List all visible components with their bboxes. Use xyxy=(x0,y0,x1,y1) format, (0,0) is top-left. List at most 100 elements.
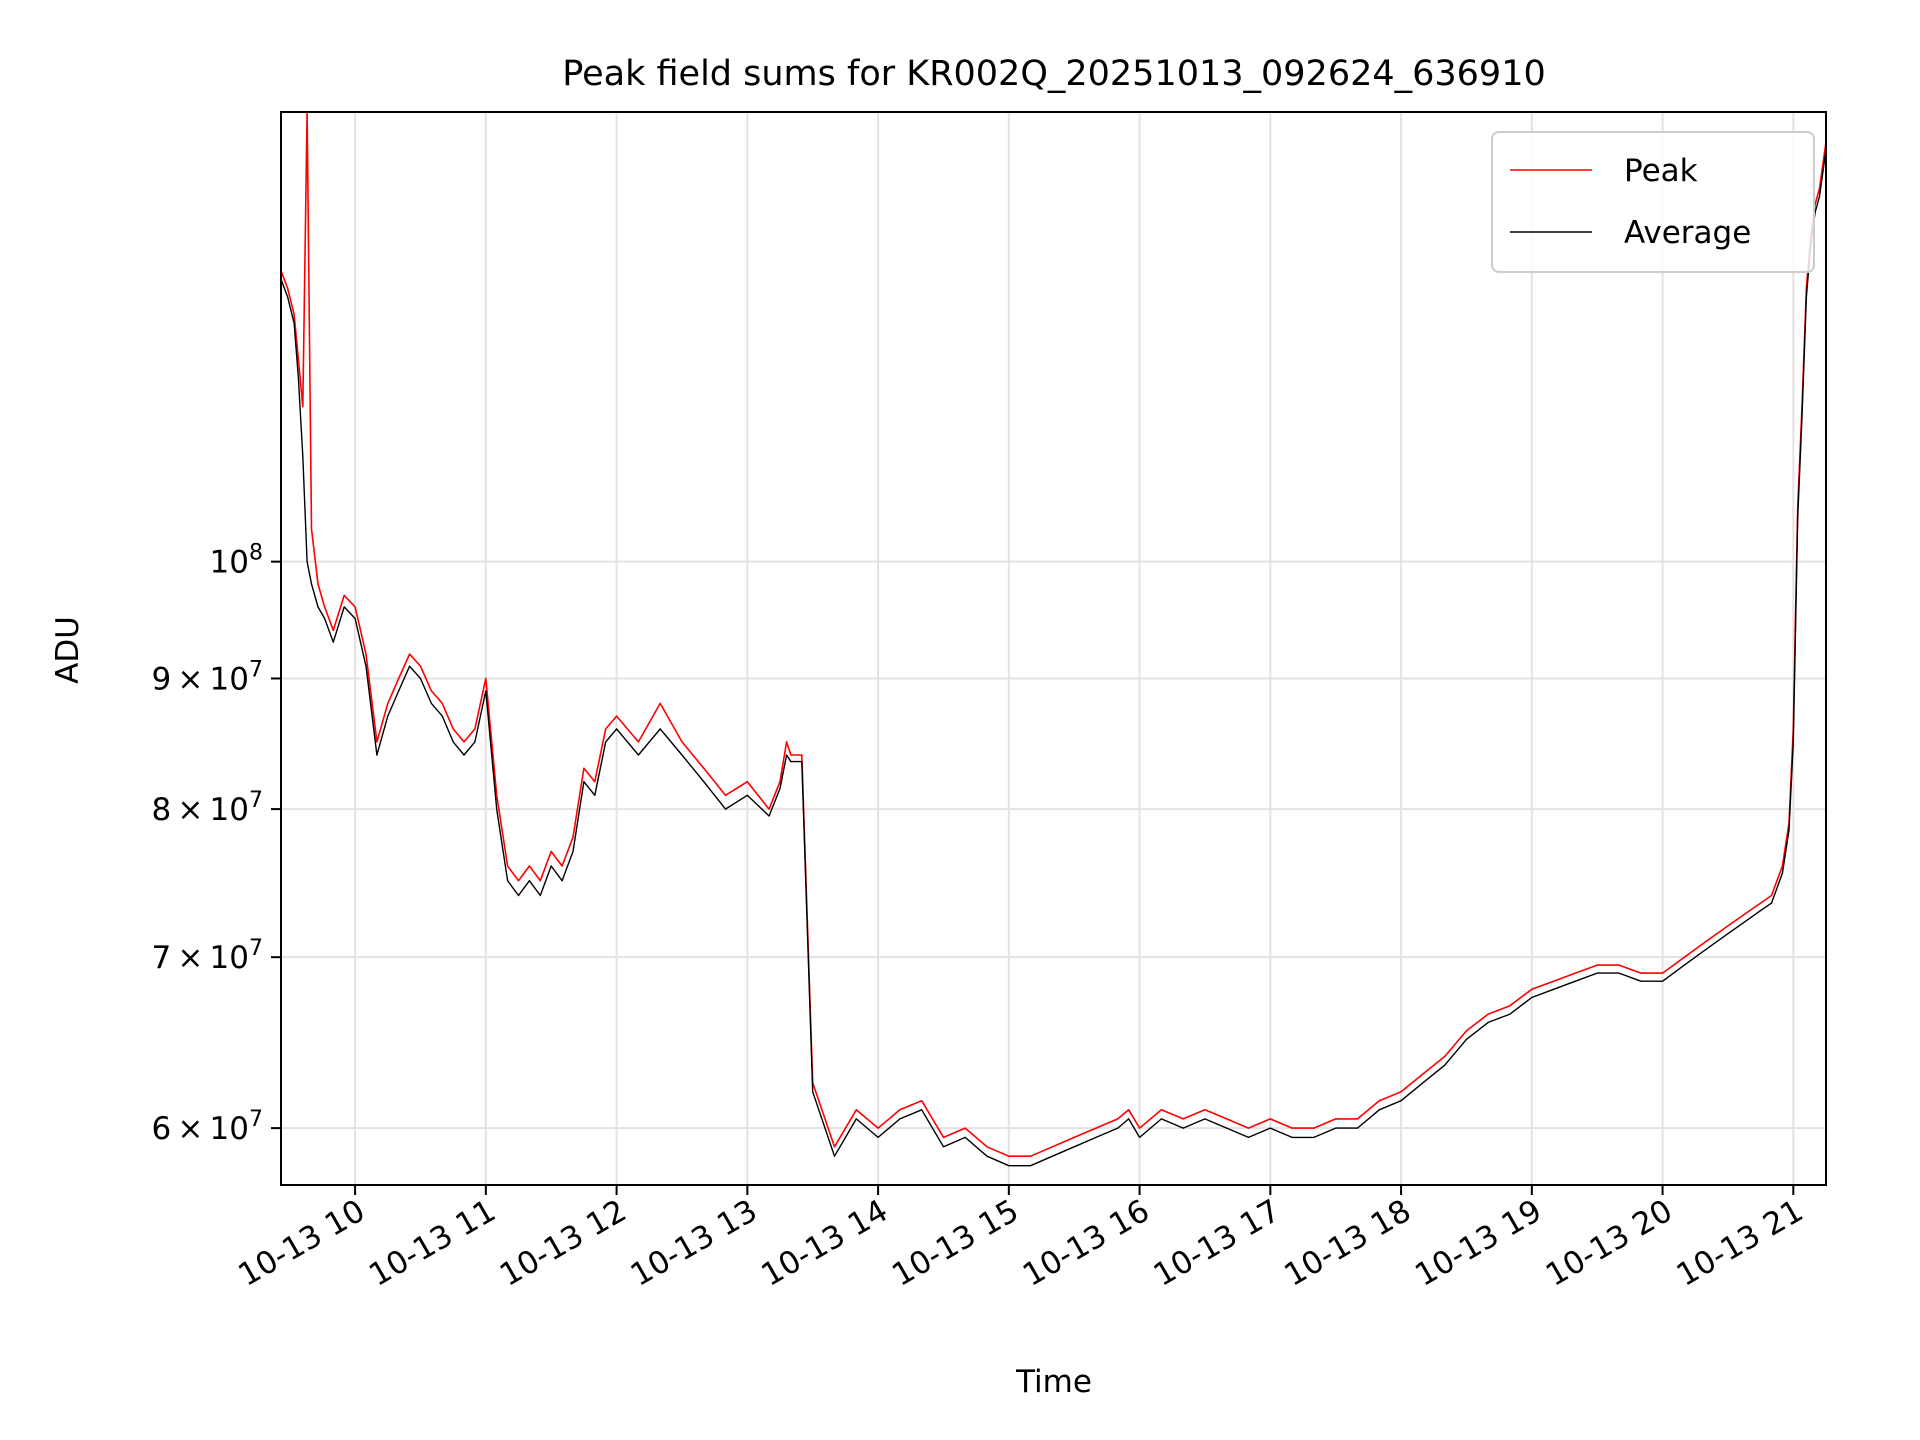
data-point-peak xyxy=(1727,925,1729,927)
chart-title: Peak field sums for KR002Q_20251013_0926… xyxy=(562,54,1546,94)
data-point-peak xyxy=(354,606,356,608)
data-point-average xyxy=(1749,917,1751,919)
data-point-peak xyxy=(1618,964,1620,966)
data-point-peak xyxy=(1487,1013,1489,1015)
data-point-average xyxy=(539,894,541,897)
data-point-peak xyxy=(1247,1127,1250,1129)
data-point-average xyxy=(1117,1127,1119,1129)
data-point-peak xyxy=(365,653,367,655)
y-axis-label: ADU xyxy=(50,616,86,684)
data-point-average xyxy=(583,781,585,783)
data-point-average xyxy=(387,715,389,717)
axes-frame xyxy=(280,111,1827,1186)
data-point-average xyxy=(942,1146,945,1148)
data-point-peak xyxy=(332,629,334,631)
y-axis-ticks: 6 × 107 7 × 107 8 × 107 9 × 107 108 xyxy=(151,541,281,1147)
data-point-peak xyxy=(746,781,748,783)
data-point-peak xyxy=(659,702,661,705)
data-point-average xyxy=(899,1118,901,1120)
data-point-peak xyxy=(302,406,304,408)
data-point-average xyxy=(1818,195,1821,198)
data-point-average xyxy=(1378,1109,1380,1111)
data-point-peak xyxy=(1662,972,1664,974)
data-point-average xyxy=(786,754,788,756)
data-point-average xyxy=(1781,872,1783,874)
data-point-peak xyxy=(1444,1055,1446,1058)
data-point-peak xyxy=(833,1146,836,1148)
data-point-peak xyxy=(1640,972,1642,974)
data-point-average xyxy=(398,690,400,692)
data-point-average xyxy=(964,1136,966,1138)
data-point-average xyxy=(681,754,683,756)
data-point-average xyxy=(790,761,792,763)
data-point-peak xyxy=(474,728,476,730)
data-point-average xyxy=(1291,1136,1293,1138)
data-point-peak xyxy=(1128,1109,1130,1111)
data-point-peak xyxy=(964,1127,966,1129)
data-point-average xyxy=(1051,1155,1053,1157)
data-point-peak xyxy=(1269,1118,1271,1120)
data-point-peak xyxy=(899,1109,901,1111)
y-tick-label: 7 × 107 xyxy=(151,936,263,976)
data-point-peak xyxy=(1204,1109,1206,1111)
data-point-peak xyxy=(616,715,618,717)
data-point-average xyxy=(801,761,803,763)
data-point-average xyxy=(1705,948,1707,950)
data-point-peak xyxy=(1596,964,1598,966)
data-point-average xyxy=(703,781,705,783)
data-point-peak xyxy=(409,653,411,655)
data-point-peak xyxy=(1313,1127,1315,1129)
data-point-average xyxy=(1531,996,1533,999)
data-point-peak xyxy=(1335,1118,1337,1120)
data-point-average xyxy=(463,754,465,756)
data-point-peak xyxy=(297,358,299,361)
data-point-peak xyxy=(293,313,295,315)
data-point-average xyxy=(1553,988,1555,990)
data-point-average xyxy=(1788,829,1790,831)
legend-label-peak: Peak xyxy=(1624,153,1698,189)
data-point-average xyxy=(637,754,640,756)
data-point-peak xyxy=(1226,1118,1228,1120)
data-point-average xyxy=(1313,1136,1315,1138)
data-point-peak xyxy=(801,754,803,756)
data-point-peak xyxy=(1705,940,1707,943)
data-point-average xyxy=(1356,1127,1359,1129)
data-point-peak xyxy=(398,677,400,680)
data-point-peak xyxy=(1117,1118,1119,1120)
series-line-peak xyxy=(281,112,1826,1157)
data-point-peak xyxy=(779,781,781,783)
legend-label-average: Average xyxy=(1624,215,1751,251)
data-point-average xyxy=(365,665,367,667)
data-point-peak xyxy=(1509,1005,1511,1007)
data-point-peak xyxy=(637,741,640,743)
legend-box xyxy=(1491,131,1815,273)
data-point-peak xyxy=(1073,1136,1075,1138)
data-point-average xyxy=(561,880,563,882)
legend: Peak Average xyxy=(1491,131,1815,273)
x-axis-label: Time xyxy=(1015,1364,1092,1400)
data-point-peak xyxy=(855,1109,857,1111)
data-point-average xyxy=(441,715,443,717)
data-point-average xyxy=(833,1155,836,1157)
data-point-average xyxy=(452,741,454,743)
data-point-average xyxy=(986,1155,988,1157)
data-point-average xyxy=(1509,1013,1511,1015)
data-point-average xyxy=(1444,1064,1446,1066)
data-point-average xyxy=(419,677,422,680)
data-point-average xyxy=(1095,1136,1097,1138)
data-point-peak xyxy=(1400,1091,1402,1093)
data-point-average xyxy=(659,728,661,730)
data-point-average xyxy=(1640,980,1642,982)
data-point-average xyxy=(317,606,319,608)
data-point-average xyxy=(286,296,289,298)
data-point-average xyxy=(293,322,295,324)
data-point-peak xyxy=(681,741,683,743)
data-point-peak xyxy=(517,880,520,882)
data-point-average xyxy=(1335,1127,1337,1129)
data-point-peak xyxy=(441,702,443,705)
data-point-average xyxy=(485,690,487,692)
data-point-peak xyxy=(463,741,465,743)
data-point-average xyxy=(855,1118,857,1120)
data-point-peak xyxy=(528,865,531,867)
